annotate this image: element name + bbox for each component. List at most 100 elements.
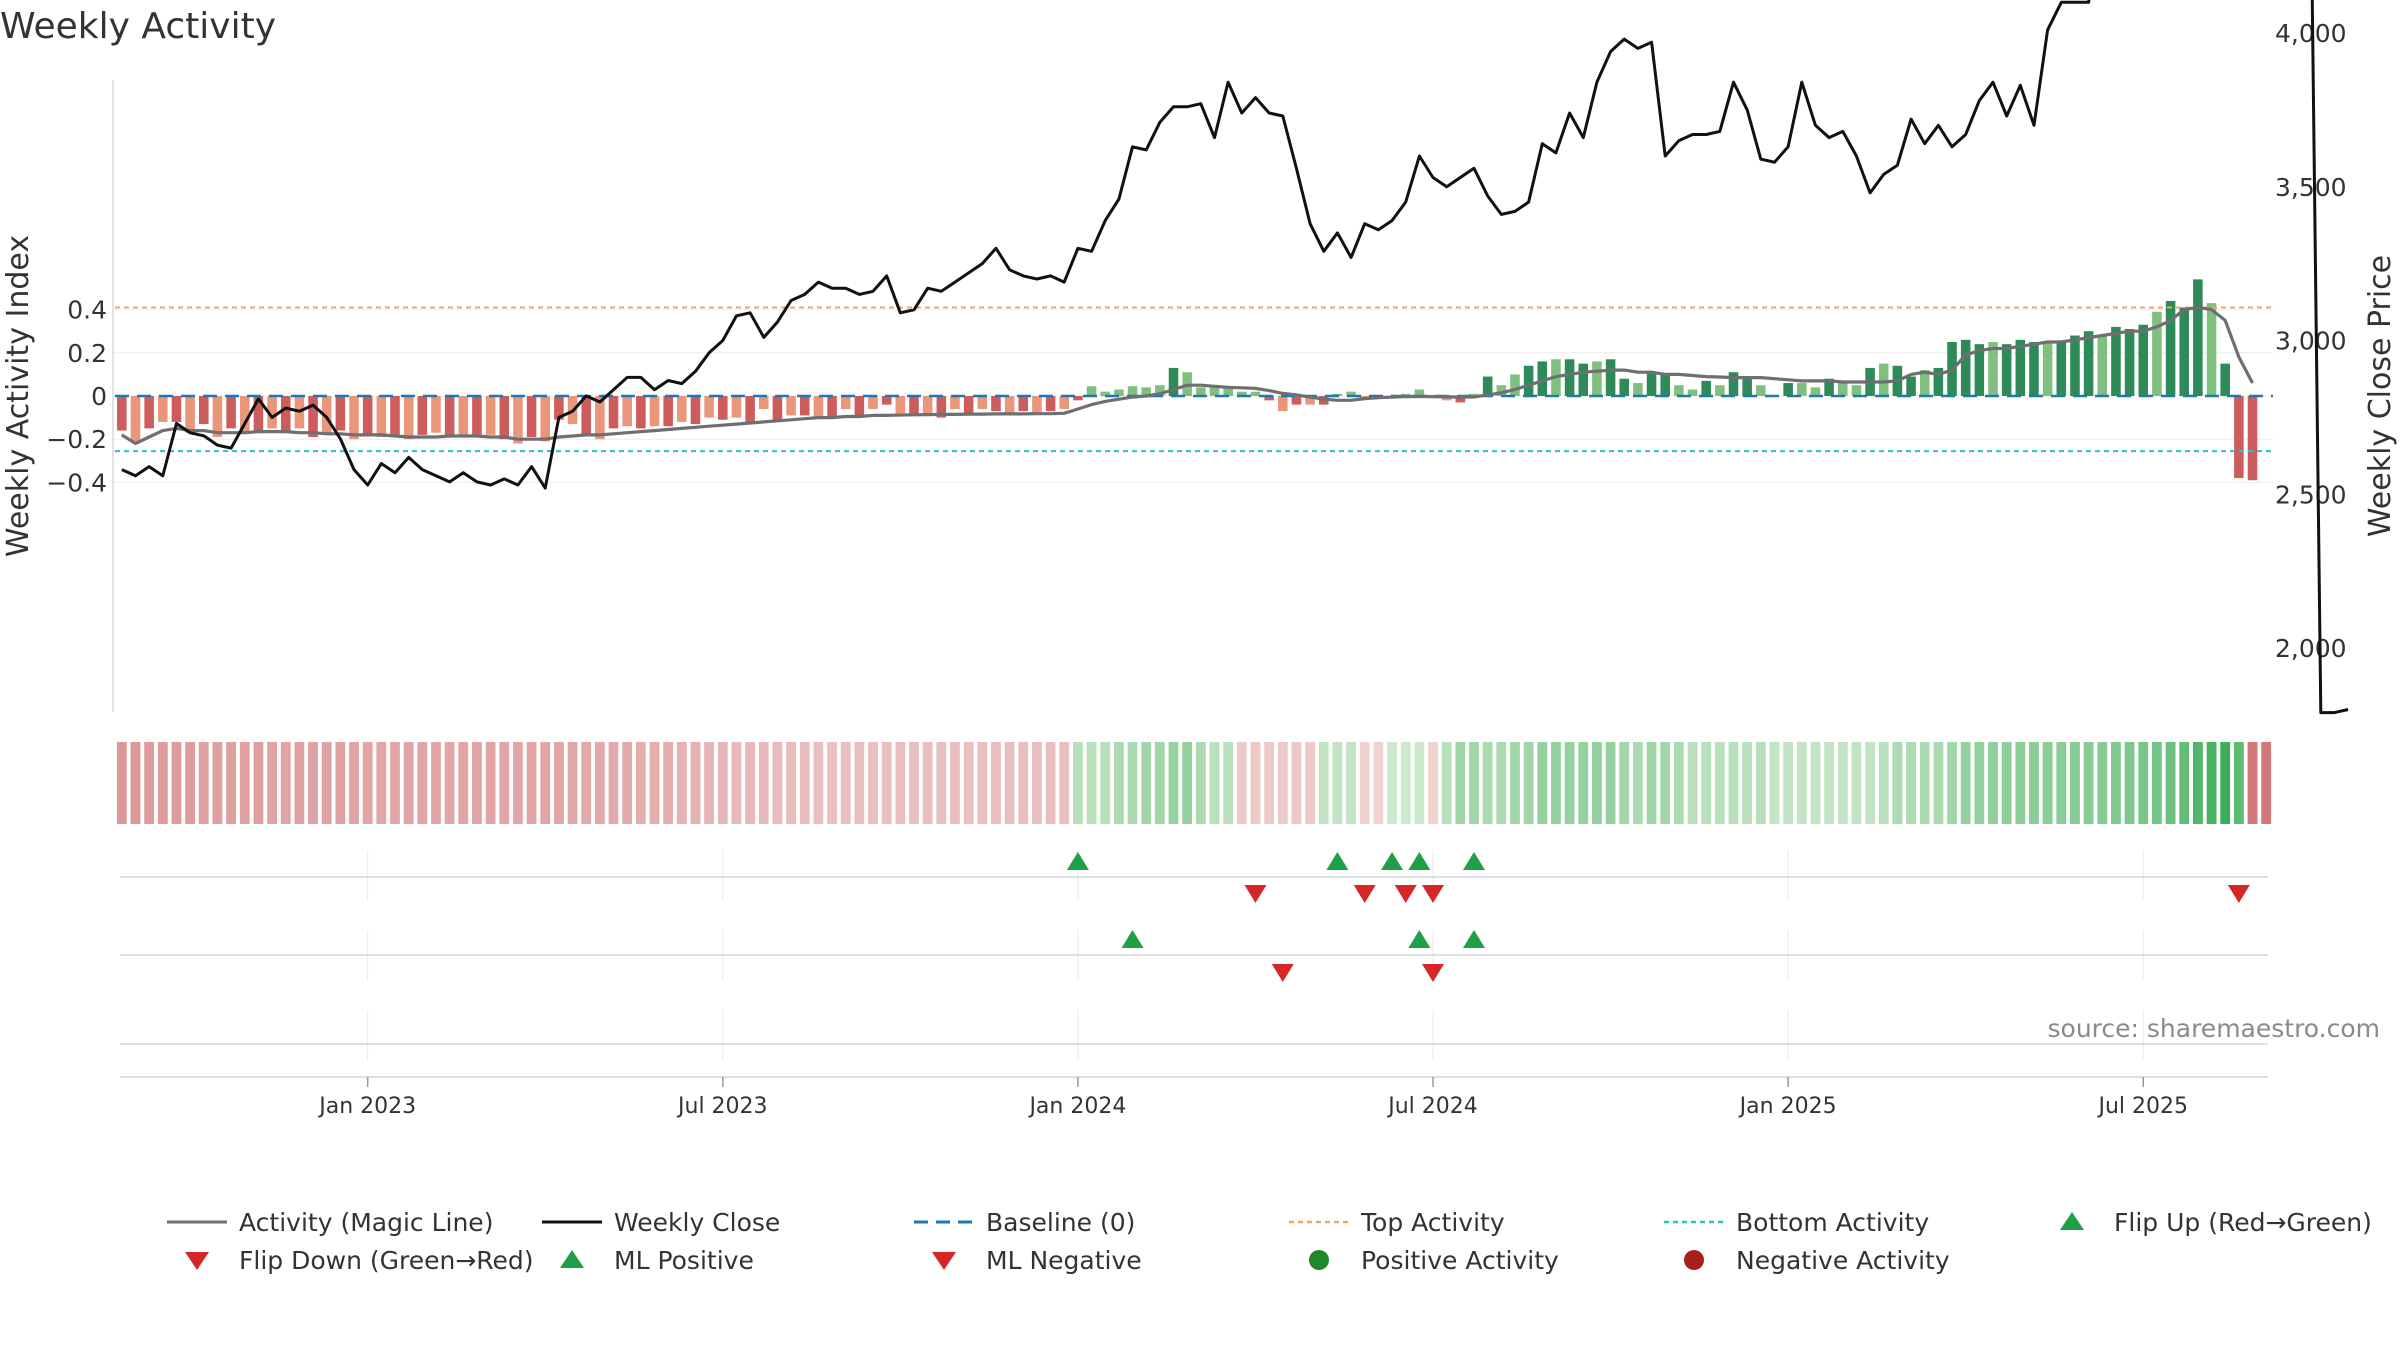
left-tick-label: −0.2 [46, 425, 107, 454]
strip-cell [1796, 742, 1807, 824]
activity-bar [158, 396, 168, 422]
flip-up-marker [1462, 852, 1485, 870]
strip-cell [1646, 742, 1657, 824]
strip-cell [1387, 742, 1397, 824]
strip-cell [226, 742, 237, 824]
strip-cell [1865, 742, 1875, 824]
activity-bar [991, 396, 1001, 412]
strip-cell [922, 742, 933, 824]
activity-bar [1455, 396, 1466, 403]
activity-bar [1537, 361, 1548, 396]
activity-bar [458, 396, 469, 438]
strip-cell [1592, 742, 1602, 824]
right-tick-label: 3,000 [2275, 327, 2347, 356]
strip-cell [1878, 742, 1889, 824]
activity-bar [1687, 389, 1698, 396]
activity-bar [403, 396, 414, 440]
strip-cell [321, 742, 332, 824]
legend-item-bottom-activity: Bottom Activity [1662, 1207, 1929, 1237]
activity-bar [1168, 367, 1179, 396]
legend-label: Weekly Close [614, 1207, 781, 1237]
x-tick-label: Jan 2025 [1738, 1094, 1837, 1119]
chart-title: Weekly Activity [0, 6, 277, 47]
activity-bar [2206, 303, 2217, 396]
activity-bar [2070, 335, 2080, 396]
flip-up-marker [1408, 852, 1431, 870]
strip-cell [417, 742, 428, 824]
strip-cell [1373, 742, 1384, 824]
strip-cell [362, 742, 373, 824]
strip-cell [2220, 742, 2231, 824]
legend-item-ml-positive: ML Positive [540, 1245, 754, 1275]
strip-cell [1154, 742, 1165, 824]
strip-cell [1236, 742, 1247, 824]
activity-bar [2193, 279, 2203, 396]
strip-cell [1837, 742, 1848, 824]
activity-bar [1605, 359, 1616, 396]
strip-cell [390, 742, 400, 824]
source-note: source: sharemaestro.com [2047, 1014, 2381, 1043]
activity-bar [540, 396, 551, 442]
strip-cell [2042, 742, 2053, 824]
activity-bar [840, 396, 851, 409]
activity-bar [1127, 386, 1138, 396]
activity-bar [2111, 326, 2121, 396]
activity-bar [362, 396, 373, 435]
strip-cell [2233, 742, 2244, 824]
activity-bar [1223, 387, 1233, 396]
flip-down-marker [2227, 885, 2250, 903]
activity-bar [2152, 311, 2162, 396]
activity-bar [2220, 363, 2230, 396]
activity-bars [117, 279, 2258, 481]
activity-bar [813, 396, 824, 418]
strip-cell [294, 742, 305, 824]
activity-bar [922, 396, 933, 414]
strip-cell [1960, 742, 1971, 824]
activity-bar [2138, 324, 2149, 396]
strip-cell [1072, 742, 1083, 824]
activity-bar [1018, 396, 1029, 412]
legend-label: Bottom Activity [1736, 1207, 1930, 1237]
strip-cell [950, 742, 960, 824]
strip-cell [1469, 742, 1479, 824]
activity-bar [622, 396, 632, 427]
strip-cell [144, 742, 155, 824]
x-tick-label: Jan 2023 [317, 1094, 416, 1119]
activity-bar [704, 396, 714, 418]
strip-cell [1359, 742, 1370, 824]
activity-bar [431, 396, 441, 433]
strip-cell [1032, 742, 1042, 824]
activity-bar [1578, 363, 1589, 396]
activity-bar [581, 396, 591, 435]
activity-bar [1619, 378, 1630, 396]
strip-cell [991, 742, 1001, 824]
activity-bar [881, 396, 892, 405]
strip-cell [1482, 742, 1493, 824]
activity-bar [1073, 396, 1083, 401]
strip-cell [2138, 742, 2149, 824]
flip-up-marker [1381, 852, 1404, 870]
strip-cell [622, 742, 633, 824]
legend-swatch [165, 1207, 229, 1237]
activity-bar [2056, 342, 2067, 396]
activity-bar [499, 396, 510, 440]
legend-item-flip-up: Flip Up (Red→Green) [2040, 1207, 2372, 1237]
activity-bar [2042, 342, 2053, 396]
activity-bar [267, 396, 277, 429]
activity-bar [144, 396, 154, 429]
activity-bar [2234, 396, 2244, 479]
strip-cell [1195, 742, 1206, 824]
flip-up-icon [2040, 1207, 2104, 1237]
activity-bar [1837, 383, 1848, 396]
strip-cell [2124, 742, 2135, 824]
activity-bar [677, 396, 687, 422]
strip-cell [840, 742, 851, 824]
strip-cell [1701, 742, 1712, 824]
activity-bar [1878, 363, 1889, 396]
strip-cell [2179, 742, 2190, 824]
activity-bar [1209, 385, 1220, 396]
strip-cell [458, 742, 469, 824]
strip-cell [745, 742, 756, 824]
left-tick-label: 0.4 [67, 296, 107, 325]
legend-label: Flip Up (Red→Green) [2114, 1207, 2372, 1237]
